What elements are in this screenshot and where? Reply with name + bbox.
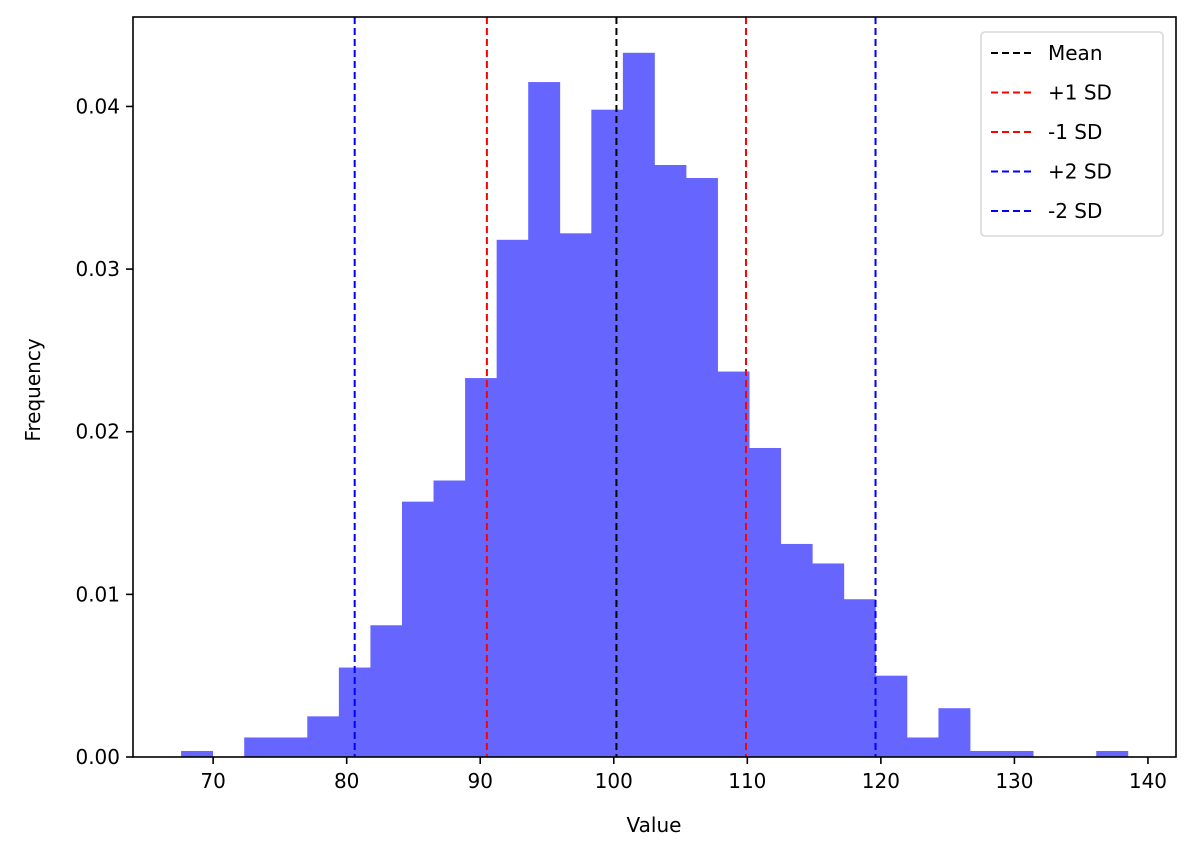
legend-label: +2 SD <box>1048 160 1112 184</box>
histogram-bar <box>622 52 655 758</box>
legend-entry: -1 SD <box>991 120 1102 144</box>
histogram-bar <box>528 82 561 758</box>
legend-entry: -2 SD <box>991 199 1102 223</box>
histogram-bar <box>843 599 876 757</box>
histogram-bar <box>906 737 939 757</box>
y-tick-label: 0.04 <box>75 94 120 118</box>
y-axis-label: Frequency <box>21 338 45 441</box>
histogram-bar <box>370 625 403 757</box>
axes-frame <box>132 16 1177 758</box>
x-tick-label: 110 <box>728 769 766 793</box>
histogram-bar <box>717 371 750 757</box>
y-tick-label: 0.03 <box>75 257 120 281</box>
histogram-bar <box>433 480 466 757</box>
histogram-bar <box>181 750 214 757</box>
x-tick-label: 90 <box>467 769 492 793</box>
y-tick-label: 0.02 <box>75 420 120 444</box>
x-axis-label: Value <box>627 813 682 837</box>
y-axis-ticks: 0.00 0.01 0.02 0.03 0.04 <box>75 94 133 769</box>
legend: Mean +1 SD -1 SD +2 SD -2 SD <box>980 31 1164 237</box>
legend-label: Mean <box>1048 41 1103 65</box>
histogram-bar <box>812 563 845 757</box>
legend-label: -2 SD <box>1048 199 1102 223</box>
x-tick-label: 140 <box>1129 769 1167 793</box>
histogram-bar <box>970 750 1002 757</box>
legend-label: +1 SD <box>1048 81 1112 105</box>
x-tick-label: 80 <box>334 769 359 793</box>
histogram-bars <box>181 52 1129 758</box>
x-axis-ticks: 70 80 90 100 110 120 130 140 <box>200 757 1167 793</box>
histogram-bar <box>465 378 498 757</box>
histogram-bar <box>1001 750 1034 757</box>
histogram-bar <box>275 737 308 757</box>
y-tick-label: 0.01 <box>75 582 120 606</box>
histogram-bar <box>749 447 782 757</box>
histogram-bar <box>938 708 971 757</box>
histogram-bar <box>685 178 718 757</box>
reference-lines <box>353 17 877 757</box>
legend-entry: +2 SD <box>991 160 1112 184</box>
histogram-bar <box>307 716 340 757</box>
histogram-bar <box>654 165 687 757</box>
histogram-bar <box>496 239 529 758</box>
histogram-bar <box>591 109 624 757</box>
legend-box <box>980 31 1164 237</box>
histogram-bar <box>1096 750 1129 757</box>
legend-entry: Mean <box>991 41 1103 65</box>
y-tick-label: 0.00 <box>75 745 120 769</box>
x-tick-label: 130 <box>995 769 1033 793</box>
histogram-bar <box>780 543 813 757</box>
x-tick-label: 70 <box>200 769 225 793</box>
x-tick-label: 120 <box>862 769 900 793</box>
histogram-bar <box>875 675 908 757</box>
histogram-bar <box>559 233 592 758</box>
legend-label: -1 SD <box>1048 120 1102 144</box>
histogram-bar <box>244 737 277 757</box>
x-tick-label: 100 <box>595 769 633 793</box>
legend-entry: +1 SD <box>991 81 1112 105</box>
histogram-bar <box>401 501 434 757</box>
